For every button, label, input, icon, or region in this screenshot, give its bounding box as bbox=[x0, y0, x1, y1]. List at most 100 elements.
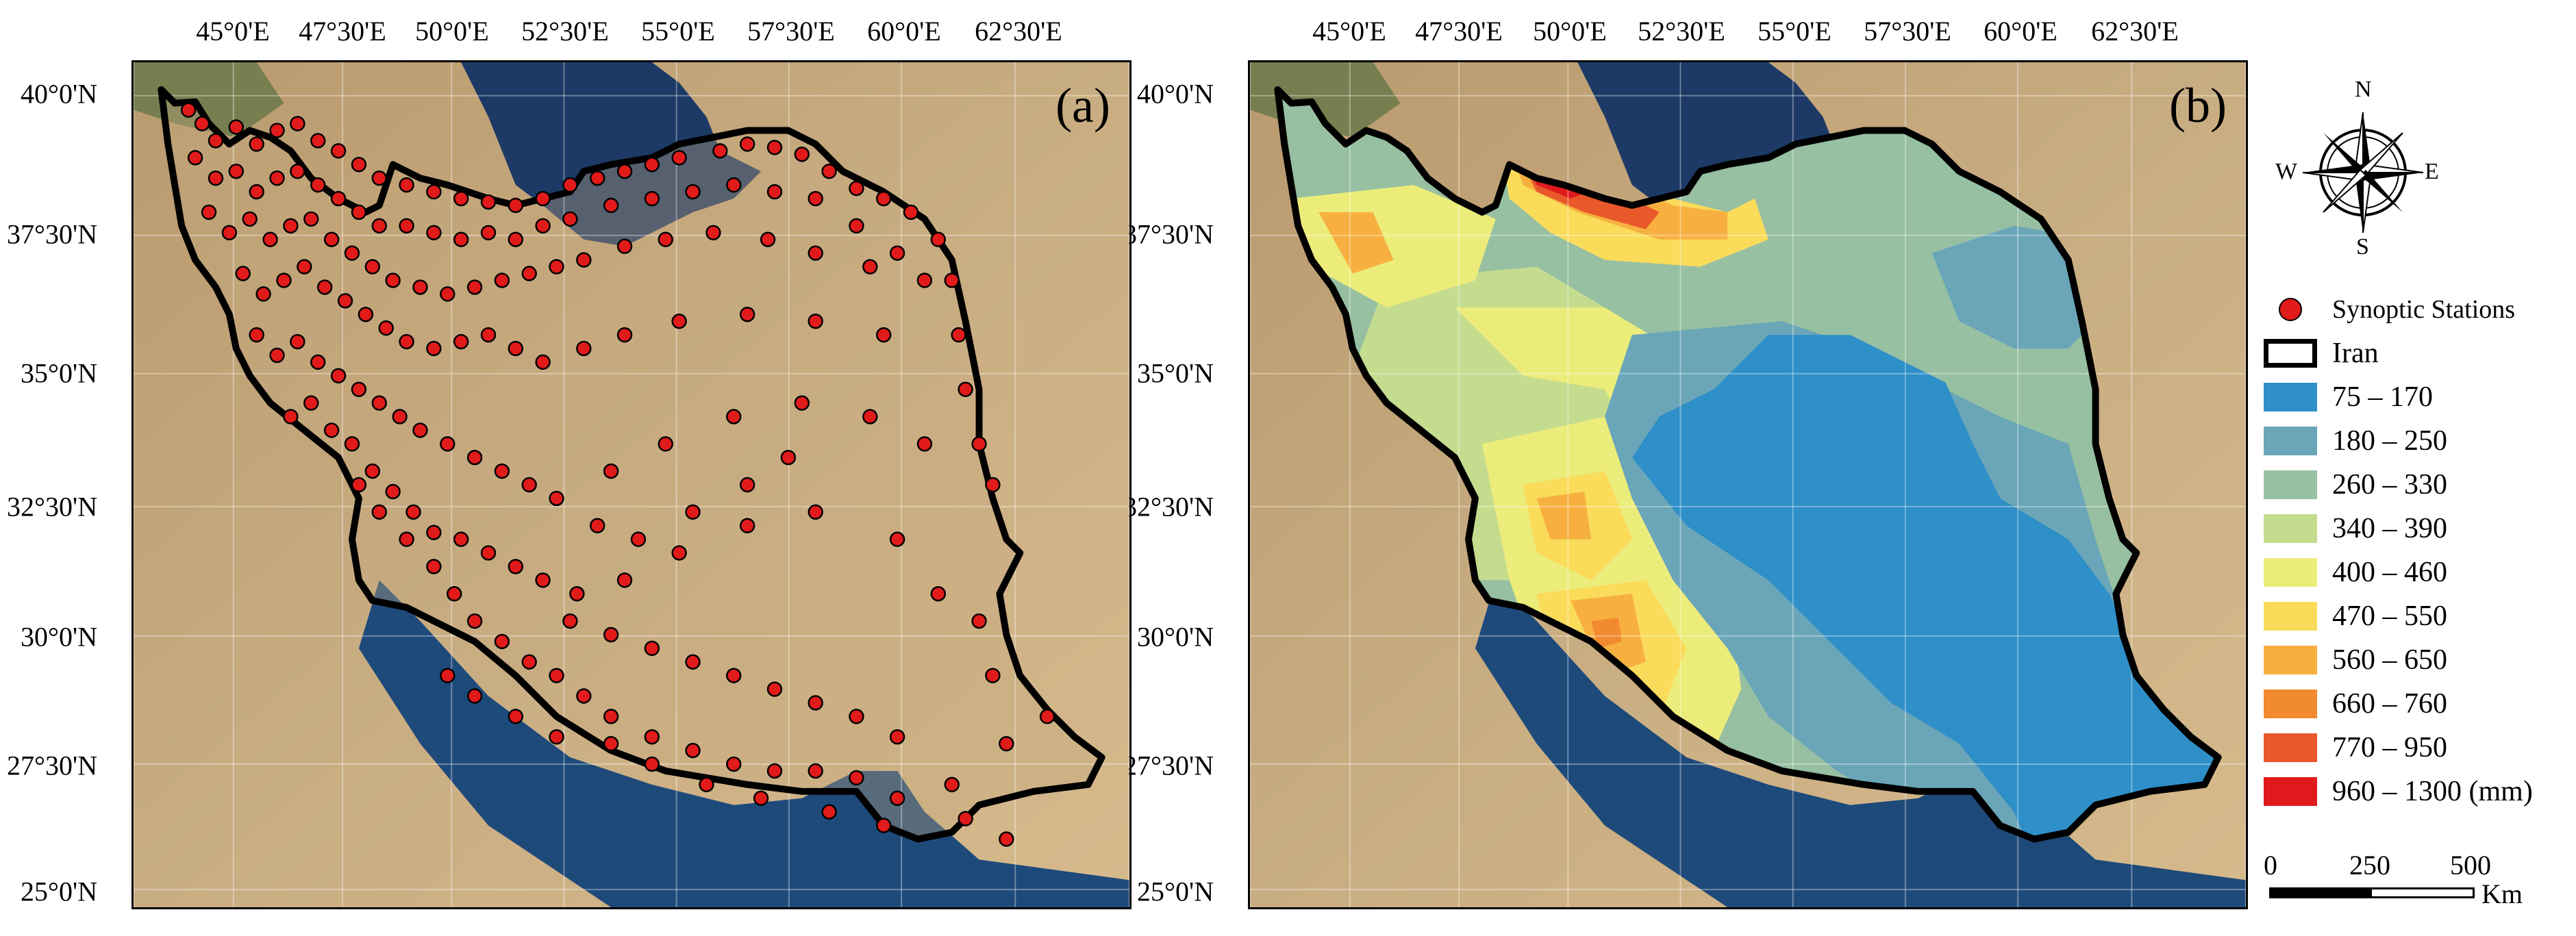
station-marker bbox=[399, 531, 414, 547]
station-marker bbox=[616, 572, 633, 588]
station-marker bbox=[644, 190, 660, 207]
zone-560-650 bbox=[1536, 491, 1592, 540]
station-marker bbox=[453, 531, 469, 547]
persian-gulf bbox=[358, 580, 1129, 907]
station-marker bbox=[685, 742, 701, 759]
station-marker bbox=[590, 518, 605, 533]
station-marker bbox=[364, 463, 381, 479]
station-marker bbox=[392, 409, 408, 425]
station-marker bbox=[971, 613, 987, 629]
station-marker bbox=[671, 545, 687, 561]
lon-tick: 52°30'E bbox=[521, 16, 609, 47]
class-swatch bbox=[2264, 602, 2317, 631]
lat-tick: 25°0'N bbox=[21, 876, 98, 907]
legend-label: 400 – 460 bbox=[2332, 557, 2447, 588]
compass-rose-icon bbox=[2302, 112, 2424, 233]
station-marker bbox=[208, 170, 224, 186]
station-marker bbox=[951, 327, 966, 343]
station-marker bbox=[466, 688, 483, 704]
station-marker bbox=[726, 668, 742, 683]
station-marker bbox=[549, 729, 564, 745]
station-marker bbox=[535, 572, 551, 588]
station-marker bbox=[971, 436, 987, 452]
station-marker bbox=[351, 477, 367, 493]
legend-item-class: 260 – 330 bbox=[2264, 463, 2565, 507]
station-marker bbox=[249, 327, 264, 343]
station-marker bbox=[412, 422, 428, 438]
station-marker bbox=[303, 211, 319, 227]
class-swatch bbox=[2264, 383, 2317, 412]
class-swatch bbox=[2264, 514, 2317, 543]
legend: Synoptic Stations Iran 75 – 170 180 – 250… bbox=[2264, 288, 2565, 813]
station-marker bbox=[385, 483, 401, 500]
station-marker bbox=[726, 756, 742, 772]
scale-unit: Km bbox=[2481, 878, 2523, 909]
station-marker bbox=[453, 333, 469, 350]
station-marker bbox=[466, 279, 483, 295]
class-swatch bbox=[2264, 777, 2317, 806]
station-marker bbox=[808, 695, 823, 711]
station-marker bbox=[337, 293, 353, 309]
station-marker bbox=[849, 218, 864, 234]
lon-tick: 50°0'E bbox=[1533, 16, 1607, 47]
station-marker bbox=[221, 225, 238, 240]
station-marker bbox=[269, 347, 285, 364]
north-arrow: N S W E bbox=[2275, 77, 2445, 260]
station-marker bbox=[603, 463, 619, 479]
station-marker bbox=[671, 150, 687, 166]
station-marker bbox=[616, 327, 633, 343]
station-marker bbox=[330, 190, 347, 207]
map-precipitation bbox=[1250, 62, 2246, 907]
station-marker bbox=[426, 559, 442, 574]
station-marker bbox=[508, 197, 524, 214]
station-marker bbox=[821, 804, 837, 820]
legend-classes: 75 – 170 180 – 250 260 – 330 340 – 390 400 –… bbox=[2264, 375, 2565, 813]
station-marker bbox=[876, 327, 892, 343]
station-marker bbox=[766, 681, 783, 697]
station-marker bbox=[187, 150, 203, 166]
station-marker bbox=[426, 340, 442, 357]
scale-label-250: 250 bbox=[2349, 850, 2390, 881]
station-marker bbox=[644, 157, 660, 173]
station-marker bbox=[290, 333, 305, 350]
station-marker bbox=[399, 333, 414, 350]
station-marker bbox=[494, 463, 510, 479]
lat-tick: 32°30'N bbox=[1123, 491, 1214, 522]
lon-tick: 62°30'E bbox=[2091, 16, 2179, 47]
station-marker bbox=[644, 729, 660, 745]
station-marker bbox=[351, 381, 367, 397]
station-marker bbox=[508, 559, 524, 574]
station-marker bbox=[405, 504, 421, 520]
station-marker bbox=[603, 627, 619, 643]
station-marker bbox=[739, 307, 755, 322]
lat-tick: 40°0'N bbox=[1137, 78, 1214, 110]
station-marker bbox=[297, 259, 312, 275]
legend-label: 75 – 170 bbox=[2332, 381, 2433, 413]
legend-label: 260 – 330 bbox=[2332, 469, 2447, 501]
station-marker bbox=[269, 170, 285, 186]
lon-tick: 47°30'E bbox=[299, 16, 386, 47]
station-marker bbox=[494, 633, 510, 650]
station-marker bbox=[780, 449, 797, 466]
station-marker bbox=[351, 204, 367, 220]
station-marker bbox=[208, 133, 224, 149]
station-marker bbox=[930, 231, 947, 247]
station-marker bbox=[508, 231, 524, 247]
scale-bar: 0 250 500 Km bbox=[2264, 849, 2565, 918]
station-marker bbox=[630, 531, 647, 547]
station-marker bbox=[310, 177, 326, 193]
station-marker bbox=[330, 368, 347, 383]
station-marker bbox=[303, 395, 319, 411]
station-marker bbox=[821, 164, 837, 179]
lat-tick: 40°0'N bbox=[21, 78, 98, 110]
class-swatch bbox=[2264, 470, 2317, 499]
station-marker bbox=[944, 776, 960, 793]
legend-item-class: 960 – 1300 (mm) bbox=[2264, 770, 2565, 813]
station-marker bbox=[699, 776, 714, 793]
caspian-sea bbox=[379, 62, 762, 246]
lon-tick: 55°0'E bbox=[1758, 16, 1831, 47]
legend-label: 960 – 1300 (mm) bbox=[2332, 776, 2533, 807]
station-marker bbox=[447, 586, 462, 602]
station-marker bbox=[658, 231, 673, 247]
lon-tick: 57°30'E bbox=[1864, 16, 1951, 47]
